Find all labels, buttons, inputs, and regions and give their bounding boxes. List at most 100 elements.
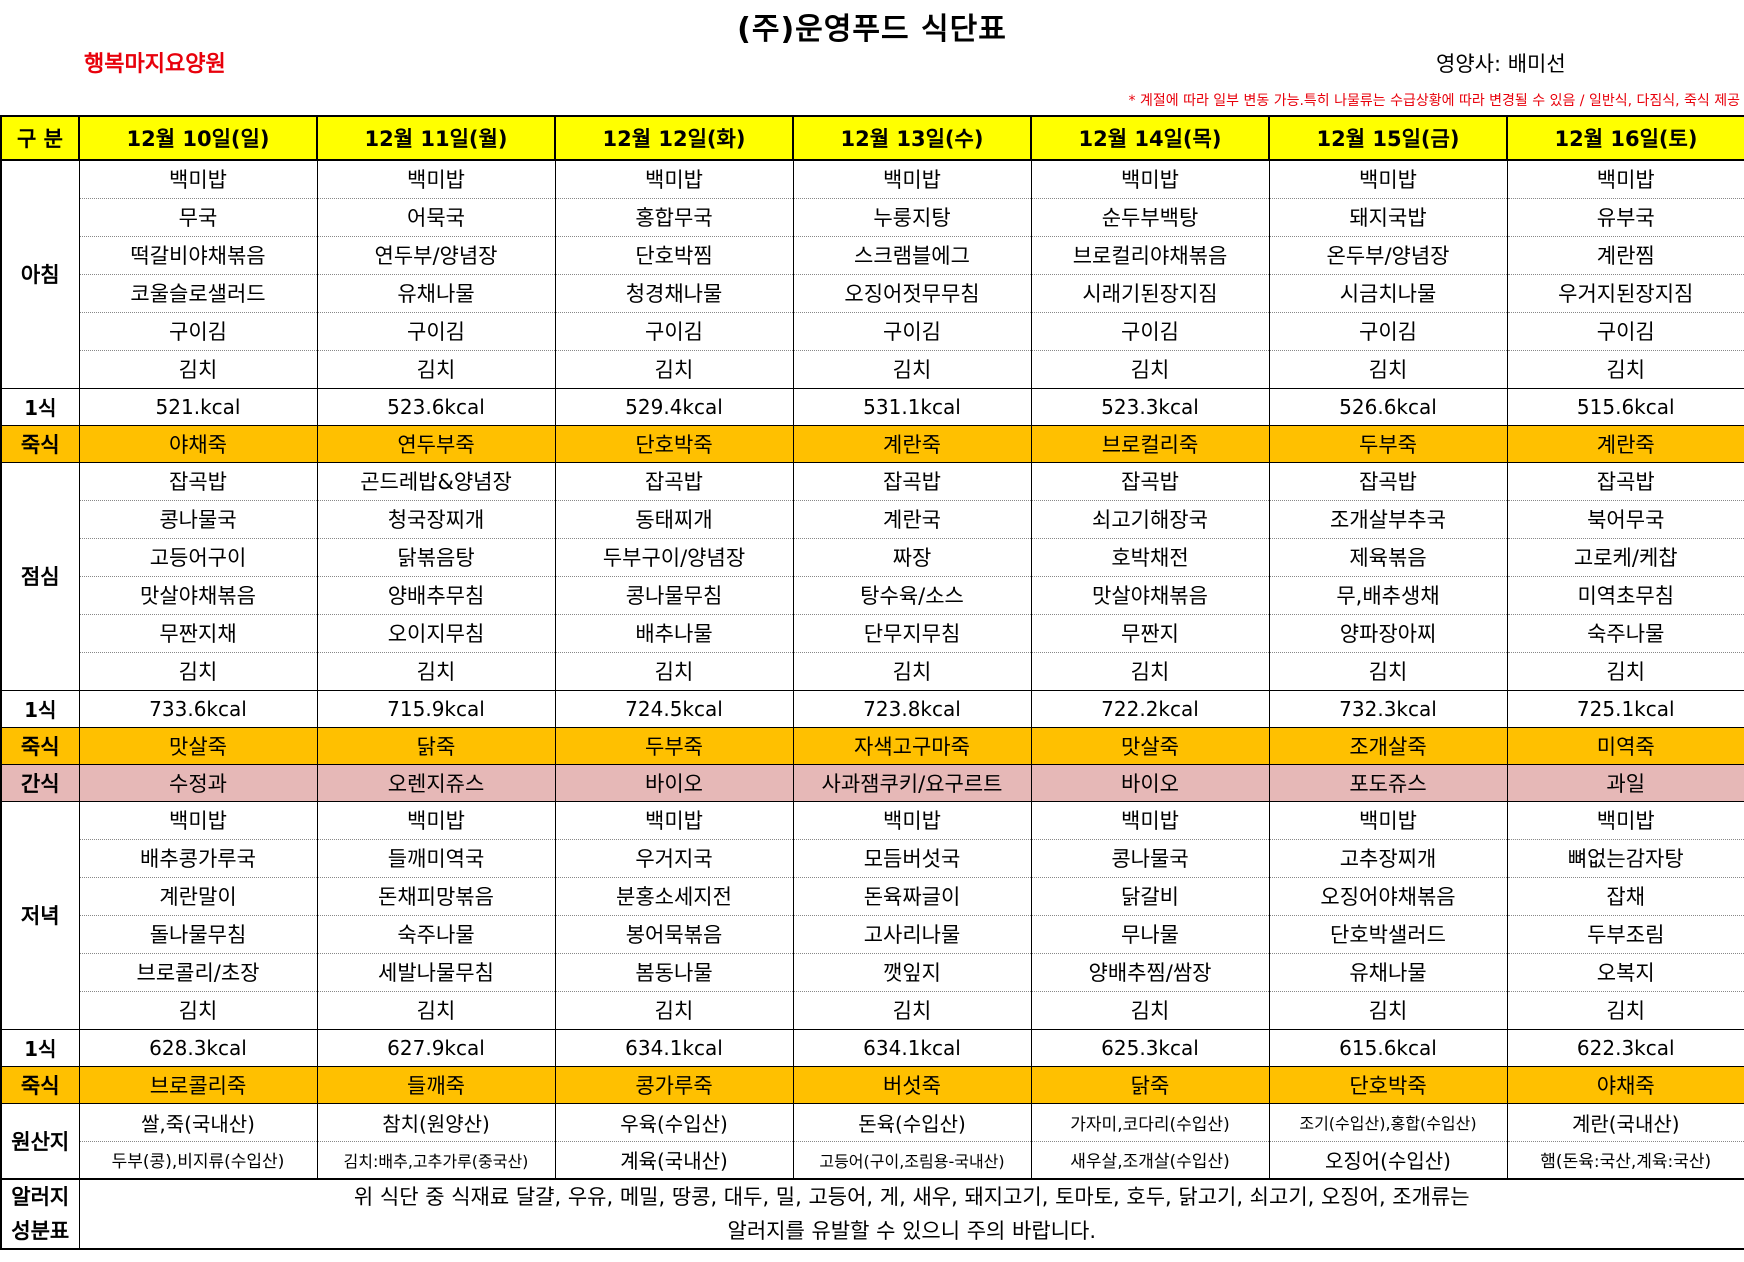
menu-item: 백미밥 [554, 801, 794, 840]
snack-item: 포도쥬스 [1268, 763, 1508, 802]
allergy-line: 알러지를 유발할 수 있으니 주의 바랍니다. [727, 1219, 1097, 1243]
menu-item: 청경채나물 [554, 274, 794, 313]
origin-item: 돈육(수입산) [792, 1103, 1032, 1142]
menu-item: 김치 [1030, 652, 1270, 691]
porridge-item: 들깨죽 [316, 1065, 556, 1104]
menu-item: 어묵국 [316, 198, 556, 237]
porridge-item: 버섯죽 [792, 1065, 1032, 1104]
menu-item: 김치 [78, 350, 318, 389]
menu-item: 김치 [78, 991, 318, 1030]
porridge-item: 조개살죽 [1268, 726, 1508, 765]
kcal-value: 634.1kcal [554, 1028, 794, 1067]
allergy-label-line: 알러지 [11, 1185, 70, 1209]
origin-item: 조기(수입산),홍합(수입산) [1268, 1103, 1508, 1142]
dietitian-name: 영양사: 배미선 [1436, 52, 1566, 76]
menu-item: 백미밥 [1030, 801, 1270, 840]
lunch-row: 콩나물국 청국장찌개 동태찌개 계란국 쇠고기해장국 조개살부추국 북어무국 [1, 500, 1744, 539]
menu-item: 고사리나물 [792, 915, 1032, 954]
lunch-row: 점심 잡곡밥 곤드레밥&양념장 잡곡밥 잡곡밥 잡곡밥 잡곡밥 잡곡밥 [0, 461, 1744, 691]
menu-item: 구이김 [1030, 312, 1270, 351]
menu-item: 떡갈비야채볶음 [78, 236, 318, 275]
menu-item: 김치 [316, 991, 556, 1030]
origin-item: 가자미,코다리(수입산) [1030, 1103, 1270, 1142]
menu-item: 김치 [1268, 652, 1508, 691]
menu-item: 오이지무침 [316, 614, 556, 653]
menu-item: 단호박찜 [554, 236, 794, 275]
menu-item: 무,배추생채 [1268, 576, 1508, 615]
menu-item: 잡곡밥 [1030, 462, 1270, 501]
porridge-item: 미역죽 [1506, 726, 1744, 765]
menu-item: 잡곡밥 [78, 462, 318, 501]
menu-item: 뼈없는감자탕 [1506, 839, 1744, 878]
origin-label: 원산지 [0, 1102, 80, 1180]
origin-row: 원산지 쌀,죽(국내산) 참치(원양산) 우육(수입산) 돈육(수입산) 가자미,코다리(… [0, 1102, 1744, 1180]
menu-item: 백미밥 [1030, 160, 1270, 199]
menu-item: 동태찌개 [554, 500, 794, 539]
menu-item: 쇠고기해장국 [1030, 500, 1270, 539]
menu-item: 양배추찜/쌈장 [1030, 953, 1270, 992]
day-header: 12월 14일(목) [1030, 115, 1270, 161]
menu-item: 돼지국밥 [1268, 198, 1508, 237]
origin-item: 참치(원양산) [316, 1103, 556, 1142]
menu-item: 청국장찌개 [316, 500, 556, 539]
menu-item: 숙주나물 [1506, 614, 1744, 653]
breakfast-label: 아침 [0, 159, 80, 389]
dinner-kcal-row: 1식 628.3kcal 627.9kcal 634.1kcal 634.1kcal 62… [0, 1028, 1744, 1067]
snack-item: 오렌지쥬스 [316, 763, 556, 802]
menu-item: 잡곡밥 [792, 462, 1032, 501]
kcal-value: 725.1kcal [1506, 689, 1744, 728]
menu-item: 북어무국 [1506, 500, 1744, 539]
breakfast-row: 코울슬로샐러드 유채나물 청경채나물 오징어젓무무침 시래기된장지짐 시금치나물 우거지된장… [1, 274, 1744, 313]
porridge-item: 야채죽 [78, 424, 318, 463]
kcal-value: 625.3kcal [1030, 1028, 1270, 1067]
menu-item: 김치 [792, 652, 1032, 691]
lunch-porridge-row: 죽식 맛살죽 닭죽 두부죽 자색고구마죽 맛살죽 조개살죽 미역죽 [0, 726, 1744, 765]
menu-item: 우거지된장지짐 [1506, 274, 1744, 313]
menu-item: 닭갈비 [1030, 877, 1270, 916]
kcal-value: 732.3kcal [1268, 689, 1508, 728]
porridge-item: 야채죽 [1506, 1065, 1744, 1104]
menu-item: 구이김 [1506, 312, 1744, 351]
kcal-label: 1식 [0, 1028, 80, 1067]
porridge-item: 계란죽 [1506, 424, 1744, 463]
origin-item: 계육(국내산) [554, 1141, 794, 1180]
kcal-value: 529.4kcal [554, 387, 794, 426]
menu-item: 백미밥 [1506, 160, 1744, 199]
menu-item: 김치 [1030, 350, 1270, 389]
menu-item: 유채나물 [316, 274, 556, 313]
kcal-value: 733.6kcal [78, 689, 318, 728]
menu-item: 제육볶음 [1268, 538, 1508, 577]
menu-item: 구이김 [554, 312, 794, 351]
origin-item: 햄(돈육:국산,계육:국산) [1506, 1141, 1744, 1180]
snack-item: 과일 [1506, 763, 1744, 802]
lunch-row: 고등어구이 닭볶음탕 두부구이/양념장 짜장 호박채전 제육볶음 고로케/케찹 [1, 538, 1744, 577]
menu-item: 닭볶음탕 [316, 538, 556, 577]
menu-item: 맛살야채볶음 [78, 576, 318, 615]
kcal-value: 622.3kcal [1506, 1028, 1744, 1067]
menu-item: 숙주나물 [316, 915, 556, 954]
menu-item: 구이김 [78, 312, 318, 351]
menu-item: 김치 [792, 991, 1032, 1030]
origin-item: 쌀,죽(국내산) [78, 1103, 318, 1142]
snack-item: 바이오 [1030, 763, 1270, 802]
lunch-kcal-row: 1식 733.6kcal 715.9kcal 724.5kcal 723.8kcal 72… [0, 689, 1744, 728]
dinner-row: 돌나물무침 숙주나물 봉어묵볶음 고사리나물 무나물 단호박샐러드 두부조림 [1, 915, 1744, 954]
porridge-item: 두부죽 [554, 726, 794, 765]
menu-item: 조개살부추국 [1268, 500, 1508, 539]
porridge-item: 닭죽 [316, 726, 556, 765]
menu-item: 콩나물무침 [554, 576, 794, 615]
menu-item: 브로컬리야채볶음 [1030, 236, 1270, 275]
menu-item: 두부조림 [1506, 915, 1744, 954]
menu-item: 고추장찌개 [1268, 839, 1508, 878]
menu-item: 백미밥 [78, 801, 318, 840]
kcal-label: 1식 [0, 387, 80, 426]
menu-item: 들깨미역국 [316, 839, 556, 878]
porridge-item: 맛살죽 [78, 726, 318, 765]
lunch-row: 맛살야채볶음 양배추무침 콩나물무침 탕수육/소스 맛살야채볶음 무,배추생채 미역초무침 [1, 576, 1744, 615]
menu-item: 무나물 [1030, 915, 1270, 954]
menu-item: 백미밥 [554, 160, 794, 199]
menu-item: 김치 [554, 991, 794, 1030]
menu-item: 고등어구이 [78, 538, 318, 577]
menu-item: 김치 [316, 652, 556, 691]
menu-item: 맛살야채볶음 [1030, 576, 1270, 615]
